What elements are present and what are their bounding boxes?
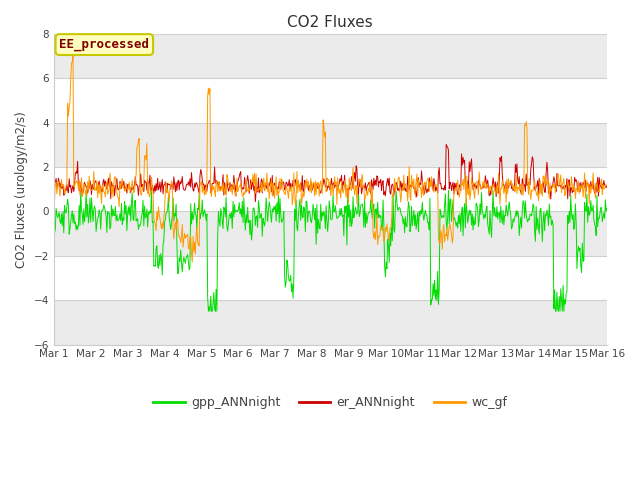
- er_ANNnight: [399, 180, 406, 186]
- wc_gf: [415, 183, 423, 189]
- gpp_ANNnight: [399, 220, 407, 226]
- er_ANNnight: [60, 192, 68, 198]
- Y-axis label: CO2 Fluxes (urology/m2/s): CO2 Fluxes (urology/m2/s): [15, 111, 28, 267]
- er_ANNnight: [117, 181, 125, 187]
- gpp_ANNnight: [603, 205, 611, 211]
- gpp_ANNnight: [77, 187, 84, 192]
- Text: EE_processed: EE_processed: [60, 38, 149, 51]
- gpp_ANNnight: [50, 210, 58, 216]
- wc_gf: [69, 53, 77, 59]
- wc_gf: [188, 259, 196, 265]
- Bar: [54, 34, 607, 78]
- gpp_ANNnight: [205, 308, 212, 314]
- wc_gf: [174, 216, 182, 222]
- er_ANNnight: [173, 188, 180, 193]
- wc_gf: [603, 182, 611, 188]
- wc_gf: [399, 188, 407, 193]
- wc_gf: [60, 183, 68, 189]
- er_ANNnight: [415, 175, 422, 181]
- Bar: [54, 123, 607, 167]
- Line: wc_gf: wc_gf: [54, 56, 607, 262]
- wc_gf: [118, 179, 125, 185]
- Line: gpp_ANNnight: gpp_ANNnight: [54, 190, 607, 311]
- Bar: [54, 211, 607, 256]
- wc_gf: [50, 192, 58, 197]
- Bar: [54, 300, 607, 345]
- gpp_ANNnight: [174, 271, 182, 276]
- gpp_ANNnight: [118, 201, 125, 206]
- Line: er_ANNnight: er_ANNnight: [54, 144, 607, 202]
- gpp_ANNnight: [203, 211, 211, 217]
- Title: CO2 Fluxes: CO2 Fluxes: [287, 15, 373, 30]
- gpp_ANNnight: [60, 230, 68, 236]
- gpp_ANNnight: [415, 209, 423, 215]
- er_ANNnight: [603, 183, 611, 189]
- Legend: gpp_ANNnight, er_ANNnight, wc_gf: gpp_ANNnight, er_ANNnight, wc_gf: [148, 391, 512, 414]
- wc_gf: [204, 94, 211, 99]
- er_ANNnight: [442, 142, 450, 147]
- er_ANNnight: [202, 183, 210, 189]
- er_ANNnight: [252, 199, 259, 204]
- er_ANNnight: [50, 180, 58, 186]
